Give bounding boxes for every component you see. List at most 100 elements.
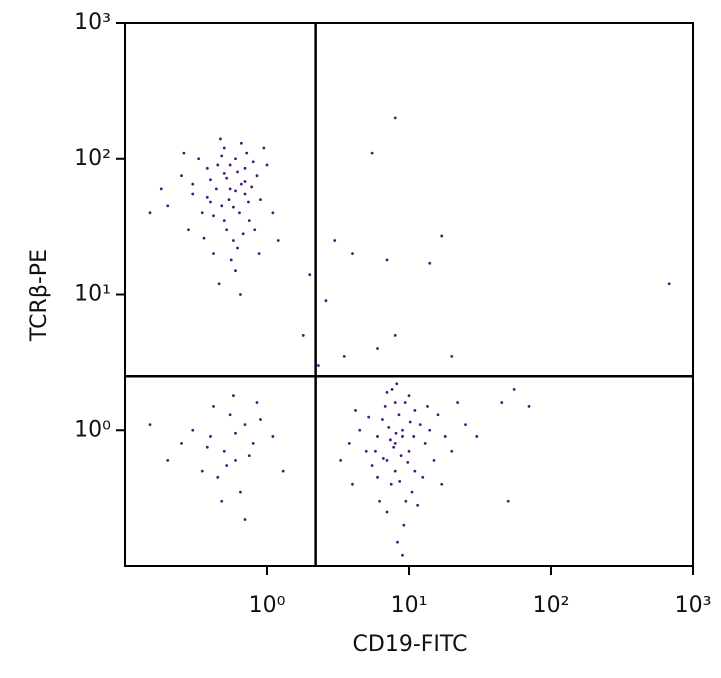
point [506, 499, 510, 503]
point [234, 157, 237, 161]
point [243, 423, 247, 427]
point [227, 198, 231, 202]
point [200, 469, 204, 473]
point [220, 154, 224, 158]
point [333, 239, 337, 242]
point [398, 479, 402, 483]
point [408, 420, 412, 424]
point [396, 540, 399, 544]
point [376, 475, 379, 479]
point [259, 418, 262, 421]
point [222, 219, 226, 223]
point [212, 252, 215, 256]
point [205, 445, 209, 449]
point [418, 423, 422, 427]
point [232, 205, 235, 209]
y-tick-label: 10⁰ [74, 417, 111, 442]
point [166, 204, 170, 208]
point [370, 151, 374, 155]
point [191, 428, 195, 432]
point [229, 258, 233, 262]
point [239, 141, 243, 145]
point [239, 293, 242, 296]
point [243, 518, 247, 521]
point [347, 442, 351, 445]
point [390, 387, 394, 391]
point [247, 219, 251, 223]
point [301, 333, 305, 337]
point [255, 174, 259, 178]
point [428, 261, 432, 265]
x-tick-label: 10³ [675, 593, 712, 618]
y-tick-label: 10¹ [74, 282, 111, 307]
point [374, 449, 377, 453]
point [251, 160, 255, 164]
point [255, 401, 259, 404]
point [385, 391, 389, 394]
point [385, 510, 389, 514]
point [404, 499, 408, 503]
point [281, 469, 285, 473]
point [182, 151, 186, 155]
point [440, 234, 444, 238]
point [217, 282, 221, 286]
point [209, 178, 212, 182]
point [232, 394, 235, 397]
x-axis-title: CD19-FITC [353, 632, 468, 657]
point [234, 189, 237, 193]
point [389, 482, 393, 486]
point [222, 146, 226, 150]
point [440, 482, 444, 486]
x-tick-label: 10⁰ [249, 593, 286, 618]
point [222, 171, 226, 175]
point [148, 211, 152, 215]
point [367, 415, 371, 419]
point [212, 214, 215, 218]
point [271, 211, 275, 215]
point [456, 401, 460, 404]
point [428, 428, 432, 432]
point [436, 413, 440, 417]
x-tick-label: 10² [533, 593, 570, 618]
point [401, 553, 404, 557]
point [159, 187, 163, 191]
point [358, 428, 362, 432]
plot-frame [124, 22, 694, 567]
point [247, 200, 250, 204]
point [220, 204, 224, 208]
point [234, 269, 237, 272]
point [202, 236, 206, 240]
point [395, 382, 399, 386]
point [393, 442, 397, 445]
point [241, 232, 245, 236]
point [426, 404, 429, 408]
point [191, 182, 195, 186]
point [464, 423, 467, 427]
point [407, 394, 411, 397]
point [413, 469, 417, 473]
y-tick-label: 10² [74, 146, 111, 171]
point [407, 449, 411, 453]
point [475, 435, 479, 438]
point [410, 490, 414, 494]
point [236, 170, 239, 174]
point [234, 431, 237, 435]
point [308, 273, 312, 277]
point [412, 435, 416, 438]
point [180, 174, 183, 178]
point [216, 163, 220, 167]
point [370, 464, 374, 467]
point [239, 490, 242, 494]
point [200, 211, 204, 215]
point [413, 409, 417, 412]
point [394, 431, 398, 435]
point [392, 445, 396, 449]
point [197, 157, 201, 161]
point [364, 449, 368, 453]
point [399, 454, 403, 458]
point [216, 475, 220, 479]
point [393, 116, 397, 120]
point [212, 404, 215, 408]
point [232, 239, 235, 242]
